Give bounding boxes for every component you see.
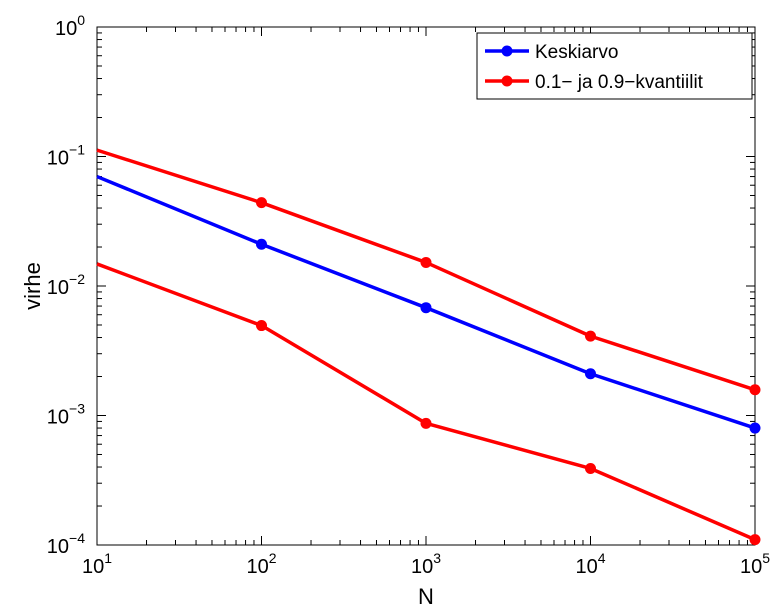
series-0-point (585, 368, 596, 380)
series-2-point (585, 462, 596, 474)
y-tick-label: 100 (55, 12, 85, 40)
x-axis-label: N (418, 584, 434, 608)
x-tick-label: 101 (82, 550, 112, 578)
y-tick-label: 10−4 (47, 530, 85, 558)
series-2-point (749, 534, 761, 546)
series-0-point (749, 422, 761, 434)
series-1-point (256, 197, 267, 209)
legend-label: Keskiarvo (535, 42, 618, 63)
series-1-point (749, 384, 761, 396)
x-tick-label: 102 (246, 550, 276, 578)
plot-area (96, 26, 756, 546)
y-tick-label: 10−1 (47, 142, 85, 170)
legend: Keskiarvo 0.1− ja 0.9−kvantiilit (476, 32, 753, 100)
x-tick-label: 105 (740, 550, 770, 578)
legend-marker (501, 75, 513, 87)
x-tick-label: 103 (411, 550, 441, 578)
legend-label: 0.1− ja 0.9−kvantiilit (535, 72, 704, 93)
y-tick-label: 10−3 (47, 401, 85, 429)
series-0-point (256, 238, 267, 250)
series-1-point (585, 330, 596, 342)
series-2-point (420, 417, 432, 429)
tick-labels: 101 102 103 104 105 100 10−1 10−2 10−3 10−4 (47, 12, 770, 578)
legend-marker (501, 45, 513, 57)
series-0-point (420, 302, 432, 314)
series-1-point (420, 256, 432, 268)
y-axis-label: virhe (20, 262, 45, 310)
series-2-point (256, 320, 267, 332)
series-layer (96, 148, 761, 546)
x-tick-label: 104 (575, 550, 605, 578)
legend-box (476, 32, 753, 100)
y-tick-label: 10−2 (47, 271, 85, 299)
